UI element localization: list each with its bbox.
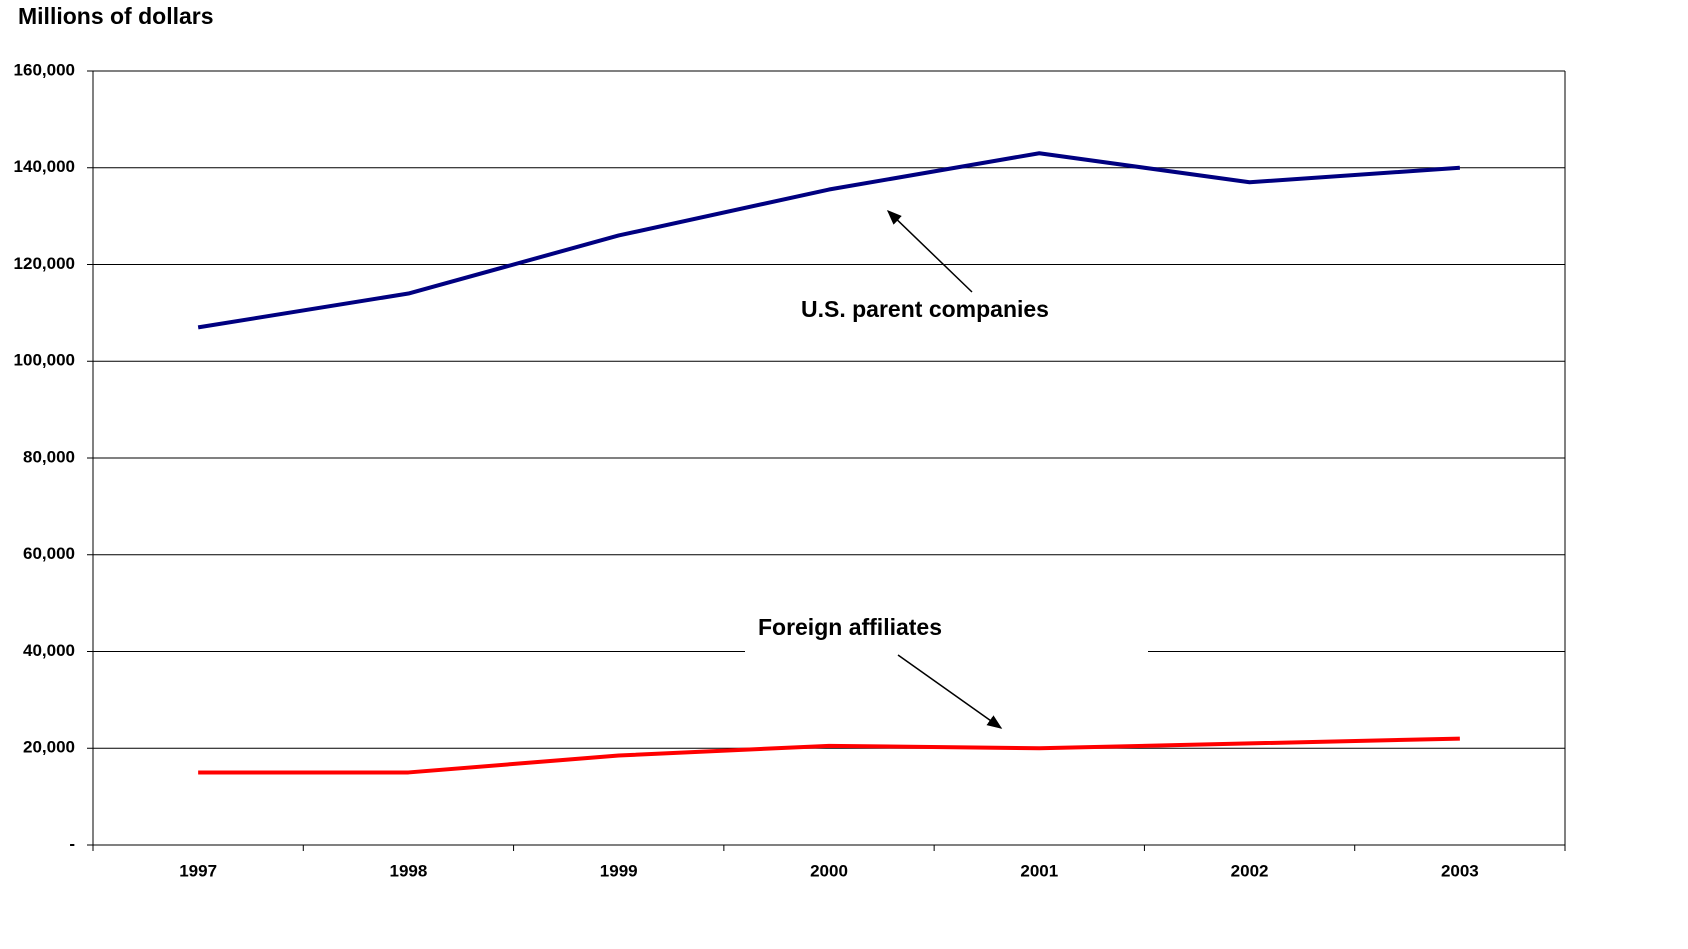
y-tick-label: 80,000 <box>23 447 75 466</box>
series-line <box>197 151 1460 330</box>
x-tick-label: 2000 <box>810 861 848 880</box>
annotation-arrow <box>886 209 973 293</box>
y-tick-label: 40,000 <box>23 641 75 660</box>
y-tick-label: 100,000 <box>14 351 75 370</box>
annotation-arrow <box>897 654 1003 729</box>
y-tick-label: 160,000 <box>14 60 75 79</box>
x-tick-label: 1998 <box>390 861 428 880</box>
y-tick-label: 60,000 <box>23 544 75 563</box>
series-label: U.S. parent companies <box>801 296 1049 322</box>
label-background <box>745 610 1148 655</box>
x-tick-label: 1999 <box>600 861 638 880</box>
y-axis-title: Millions of dollars <box>18 3 214 29</box>
x-tick-label: 1997 <box>179 861 217 880</box>
series-line <box>198 736 1460 775</box>
x-tick-label: 2001 <box>1020 861 1058 880</box>
y-tick-label: 120,000 <box>14 254 75 273</box>
y-tick-label: - <box>69 834 75 853</box>
series-label: Foreign affiliates <box>758 614 942 640</box>
x-tick-label: 2003 <box>1441 861 1479 880</box>
y-tick-label: 140,000 <box>14 157 75 176</box>
y-tick-label: 20,000 <box>23 738 75 757</box>
x-tick-label: 2002 <box>1231 861 1269 880</box>
